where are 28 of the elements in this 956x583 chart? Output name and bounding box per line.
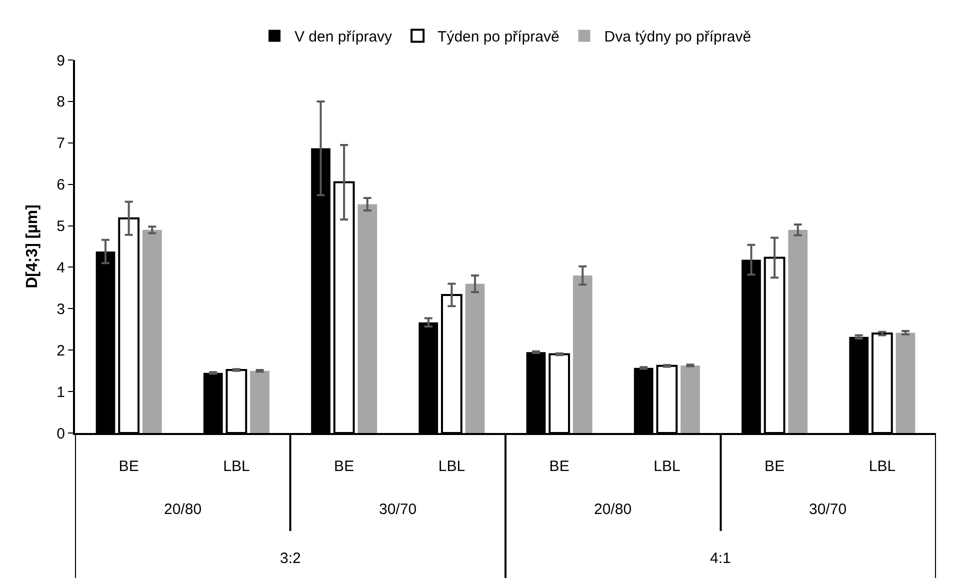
text: 20/80 <box>594 501 632 518</box>
y-tick-label: 8 <box>56 94 65 111</box>
y-axis-title: D[4;3] [µm] <box>24 204 42 288</box>
text: 30/70 <box>379 501 417 518</box>
y-tick-label: 3 <box>56 300 65 318</box>
x-tick-label: BE <box>764 458 785 475</box>
text: 3:2 <box>280 550 301 567</box>
text: 30/70 <box>809 501 847 518</box>
legend-label: Týden po přípravě <box>438 28 560 46</box>
x-tick-label: BE <box>549 458 570 475</box>
text: 20/80 <box>164 501 202 518</box>
y-tick-label: 5 <box>56 218 65 236</box>
x-tick-label: LBL <box>438 458 466 475</box>
x-tick-label: BE <box>118 458 139 475</box>
x-tick-label: LBL <box>868 458 896 475</box>
x-tick-label: LBL <box>654 458 680 475</box>
y-tick-label: 0 <box>56 425 65 442</box>
x-tick-label: LBL <box>223 458 250 475</box>
y-tick-label: 2 <box>56 342 65 360</box>
y-tick-label: 9 <box>56 52 65 70</box>
x-tick-label: BE <box>334 458 354 475</box>
legend-label: Dva týdny po přípravě <box>604 28 752 46</box>
text: 4:1 <box>710 550 731 567</box>
y-tick-label: 6 <box>56 176 65 194</box>
y-tick-label: 4 <box>56 259 65 276</box>
y-tick-label: 1 <box>56 384 65 401</box>
legend-label: V den přípravy <box>294 28 393 46</box>
y-tick-label: 7 <box>56 135 65 152</box>
